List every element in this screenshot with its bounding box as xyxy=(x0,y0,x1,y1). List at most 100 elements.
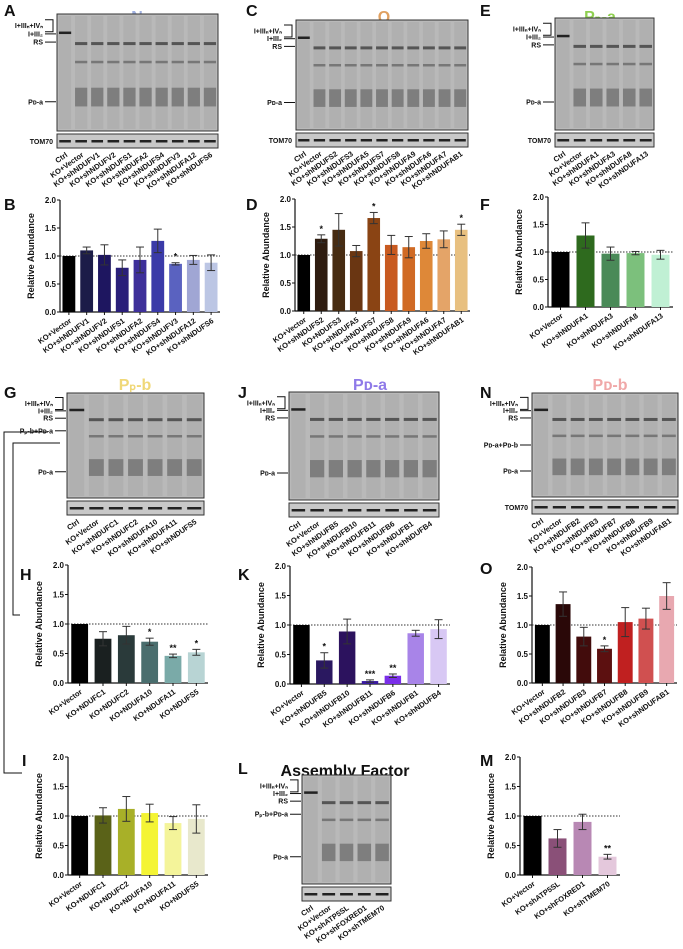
gel-band-rs xyxy=(606,44,620,48)
gel-lane xyxy=(643,395,658,495)
gel-lane xyxy=(607,395,622,495)
loading-band xyxy=(304,893,318,896)
band-label-I_III2: I+III₂ xyxy=(38,408,53,415)
gel-band xyxy=(622,62,636,66)
gel-band-rs xyxy=(570,417,585,421)
gel-band-rs xyxy=(155,42,168,46)
y-tick-label: 1.5 xyxy=(45,224,57,233)
y-tick-label: 0.5 xyxy=(275,651,287,660)
gel-band-pd-a xyxy=(344,89,357,107)
gel-lane xyxy=(155,16,168,129)
gel-band-rs xyxy=(171,42,184,46)
gel-lane xyxy=(573,20,587,128)
gel-band-rs xyxy=(622,44,636,48)
bar xyxy=(164,655,182,683)
gel-band xyxy=(375,818,389,822)
gel-band xyxy=(329,64,342,67)
bar xyxy=(80,250,94,312)
gel-band-rs xyxy=(203,42,217,46)
y-tick-label: 0.0 xyxy=(505,871,517,880)
band-label-I_III2: I+III₂ xyxy=(273,791,288,798)
significance-marker: * xyxy=(459,213,463,223)
y-tick-label: 2.0 xyxy=(280,195,292,204)
gel-band xyxy=(339,818,354,822)
gel-band xyxy=(661,434,676,438)
gel-lane xyxy=(108,395,124,496)
gel-band-pd-a xyxy=(403,460,418,478)
panel-label-C: C xyxy=(246,3,258,20)
bar xyxy=(384,244,398,311)
y-tick-label: 1.0 xyxy=(53,620,65,629)
significance-marker: * xyxy=(148,627,152,637)
bar xyxy=(617,622,633,683)
gel-band xyxy=(570,434,585,438)
gel-band-pd-a xyxy=(454,89,467,107)
bar xyxy=(117,808,135,875)
gel-lane xyxy=(304,777,318,882)
gel-lane xyxy=(58,16,72,129)
loading-band xyxy=(187,507,202,510)
band-label-pd_a: Pᴅ-a xyxy=(273,854,288,861)
band-label-rs: RS xyxy=(531,42,541,49)
gel-band-rs xyxy=(328,417,343,421)
y-tick-label: 1.5 xyxy=(53,591,65,600)
loading-band xyxy=(552,506,566,509)
gel-band xyxy=(310,435,325,438)
gel-lane xyxy=(556,20,570,128)
y-axis-label: Relative Abundance xyxy=(256,582,266,668)
bar xyxy=(454,229,468,311)
y-tick-label: 1.5 xyxy=(280,223,292,232)
gel-lane xyxy=(167,395,183,496)
loading-control-label: TOM70 xyxy=(30,139,53,146)
y-tick-label: 1.0 xyxy=(53,812,65,821)
gel-band-pd-a xyxy=(639,88,653,107)
gel-band-pd-a xyxy=(167,459,183,476)
gel-lane xyxy=(534,395,549,495)
band-label-supercomplex: I+IIIₙ+IVₙ xyxy=(260,783,288,790)
gel-band-pd-a xyxy=(357,843,372,862)
y-axis-label: Relative Abundance xyxy=(34,581,44,667)
bar xyxy=(164,823,182,875)
bar xyxy=(141,813,159,875)
gel-band-pd-a xyxy=(203,87,217,107)
band-label-pd_a: Pᴅ-a xyxy=(526,100,541,107)
bar xyxy=(187,818,205,875)
gel-band-supercomplex xyxy=(291,408,306,411)
gel-band-supercomplex xyxy=(297,36,310,39)
gel-band xyxy=(171,60,184,64)
blot-panel-A: NTOM70I+IIIₙ+IVₙI+III₂RSPᴅ-aCtrlKO+Vecto… xyxy=(15,9,219,191)
y-tick-label: 1.0 xyxy=(505,812,517,821)
loading-band xyxy=(108,507,123,510)
y-tick-label: 0.0 xyxy=(533,303,545,312)
gel-band-pd-a xyxy=(108,459,124,476)
significance-marker: * xyxy=(603,635,607,645)
gel-lane xyxy=(347,394,362,498)
bar xyxy=(548,838,567,875)
y-axis-label: Relative Abundance xyxy=(261,212,271,298)
loading-band xyxy=(606,139,619,142)
gel-band-pd-a xyxy=(407,89,420,107)
band-label-pd_a: Pᴅ-a xyxy=(503,469,518,476)
band-label-supercomplex: I+IIIₙ+IVₙ xyxy=(254,29,282,36)
gel-lane xyxy=(123,16,136,129)
gel-lane xyxy=(328,394,343,498)
bar xyxy=(407,633,424,684)
bar xyxy=(437,239,451,311)
gel-lane xyxy=(128,395,143,496)
loading-band xyxy=(123,140,136,143)
gel-band xyxy=(639,62,653,66)
significance-marker: * xyxy=(372,201,376,211)
loading-band xyxy=(407,139,419,142)
y-tick-label: 1.0 xyxy=(517,621,529,630)
gel-band xyxy=(155,60,168,64)
gel-band-rs xyxy=(339,801,354,805)
bar xyxy=(187,652,205,683)
gel-lane xyxy=(186,395,202,496)
panel-label-I: I xyxy=(22,753,26,770)
y-tick-label: 2.0 xyxy=(533,193,545,202)
gel-lane xyxy=(147,395,163,496)
loading-band xyxy=(571,506,585,509)
